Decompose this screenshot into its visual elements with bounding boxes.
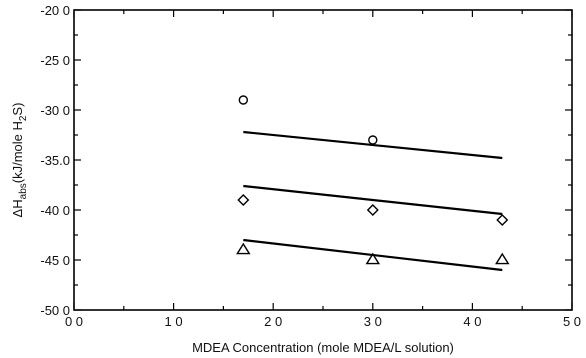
data-point-triangle — [365, 252, 381, 265]
x-tick-label: 5 0 — [563, 314, 581, 329]
plot-frame — [73, 9, 573, 311]
fit-lines — [243, 130, 503, 272]
y-tick-label: -25 0 — [40, 53, 70, 68]
data-point-triangle — [495, 252, 510, 265]
data-point-circle — [238, 95, 249, 105]
y-axis-label-suffix: S) — [10, 103, 25, 116]
x-axis-label: MDEA Concentration (mole MDEA/L solution… — [192, 340, 454, 355]
data-point-diamond — [237, 194, 250, 206]
y-axis-label: ΔHabs(kJ/mole H2S) — [10, 103, 29, 218]
x-tick-label: 4 0 — [463, 314, 481, 329]
x-tick-label: 2 0 — [264, 314, 282, 329]
x-tick-label: 3 0 — [364, 314, 382, 329]
data-point-circle — [368, 135, 378, 145]
ticks — [73, 9, 573, 311]
y-tick-label: -40 0 — [40, 203, 70, 218]
y-tick-label: -30 0 — [40, 103, 70, 118]
fit-line-diamond — [243, 184, 503, 216]
x-tick-label: 0 0 — [65, 314, 83, 329]
y-tick-label: -50 0 — [40, 303, 70, 318]
y-axis-label-mid: (kJ/mole H — [10, 121, 25, 183]
data-point-diamond — [366, 204, 379, 216]
y-axis-label-prefix: ΔH — [10, 199, 25, 217]
tick-labels: 0 0 1 0 2 0 3 0 4 0 5 0 -20 0 -25 0 -30 0 -35.0 -4… — [40, 3, 581, 329]
data-point-triangle — [236, 242, 251, 255]
y-tick-label: -35.0 — [40, 153, 70, 168]
y-tick-label: -45 0 — [40, 253, 70, 268]
data-point-diamond — [496, 214, 509, 226]
y-axis-label-sub-2: 2 — [18, 115, 29, 121]
x-tick-label: 1 0 — [165, 314, 183, 329]
y-axis-label-sub-abs: abs — [18, 183, 29, 199]
y-tick-label: -20 0 — [40, 3, 70, 18]
data-markers — [236, 95, 510, 265]
fit-line-circle — [243, 130, 503, 160]
